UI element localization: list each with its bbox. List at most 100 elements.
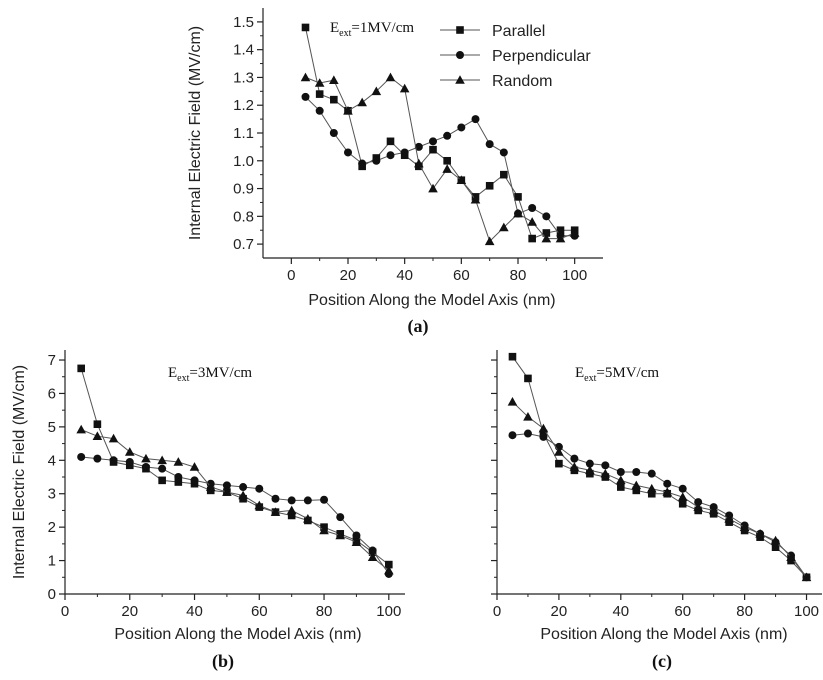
- data-point: [205, 482, 216, 491]
- x-tick-label: 40: [612, 603, 629, 620]
- annotation-sub: ext: [339, 28, 351, 39]
- data-point: [786, 552, 796, 562]
- data-point: [770, 535, 781, 545]
- legend-marker: [456, 26, 464, 34]
- data-point: [513, 208, 523, 218]
- y-tick-label: 5: [48, 419, 56, 436]
- data-point: [190, 476, 199, 485]
- data-point: [286, 505, 297, 515]
- data-point: [173, 457, 184, 466]
- data-point: [429, 145, 437, 154]
- data-point: [542, 212, 551, 221]
- y-tick-label: 0.9: [233, 181, 254, 198]
- y-tick-label: 6: [48, 385, 56, 402]
- legend: Parallel Perpendicular Random: [440, 23, 591, 90]
- data-point: [157, 455, 167, 465]
- annotation-sub: ext: [584, 373, 596, 384]
- data-point: [77, 452, 86, 461]
- annotation-main: E: [575, 365, 584, 381]
- data-point: [484, 236, 495, 246]
- data-point: [330, 95, 338, 104]
- data-point: [174, 473, 183, 482]
- data-point: [508, 431, 517, 440]
- data-point: [443, 131, 452, 140]
- data-point: [646, 483, 657, 493]
- series-line: [512, 401, 807, 578]
- data-point: [585, 465, 595, 475]
- data-point: [457, 123, 466, 132]
- y-tick-label: 3: [48, 486, 56, 503]
- data-point: [555, 459, 563, 468]
- data-point: [174, 478, 183, 486]
- data-point: [399, 83, 410, 93]
- data-point: [124, 447, 135, 456]
- data-point: [344, 148, 352, 157]
- data-point: [471, 115, 480, 124]
- y-tick-label: 4: [48, 452, 56, 469]
- data-point: [315, 106, 324, 115]
- data-point: [108, 433, 119, 443]
- data-point: [301, 92, 310, 101]
- data-point: [555, 233, 566, 243]
- data-point: [329, 75, 339, 85]
- data-point: [470, 194, 481, 204]
- data-point: [570, 454, 579, 463]
- series-line: [305, 27, 575, 240]
- data-point: [371, 86, 382, 96]
- data-point: [801, 572, 812, 582]
- data-point: [287, 511, 296, 520]
- annotation-main: E: [168, 365, 177, 381]
- chart-panel-c: 0 20 40 60 80 100 Position Along the Model Axi…: [491, 350, 822, 672]
- data-point: [239, 483, 248, 492]
- data-point: [386, 151, 395, 160]
- series-perpendicular: [301, 92, 579, 240]
- legend-marker: [455, 75, 465, 84]
- x-axis-label: Position Along the Model Axis (nm): [114, 626, 361, 643]
- data-point: [631, 480, 642, 490]
- data-point: [601, 461, 610, 470]
- x-tick-label: 60: [674, 603, 691, 620]
- legend-label: Random: [492, 73, 552, 90]
- data-point: [93, 420, 102, 429]
- data-point: [678, 499, 687, 508]
- x-tick-label: 100: [794, 603, 819, 620]
- data-point: [724, 513, 734, 523]
- chart-panel-b: 0 20 40 60 80 100 0 1 2 3 4 5 6 7 Position Along the M…: [11, 350, 405, 672]
- x-tick-label: 0: [493, 603, 501, 620]
- data-point: [771, 543, 780, 552]
- data-point: [357, 97, 367, 107]
- x-tick-label: 20: [551, 603, 568, 620]
- annotation-main: E: [330, 20, 339, 36]
- data-point: [92, 431, 103, 441]
- data-point: [524, 374, 532, 383]
- data-point: [739, 522, 750, 531]
- data-point: [616, 475, 626, 485]
- data-point: [499, 148, 508, 157]
- y-tick-label: 7: [48, 352, 56, 369]
- data-point: [617, 483, 625, 491]
- x-tick-label: 80: [736, 603, 753, 620]
- data-point: [632, 468, 641, 476]
- data-point: [708, 505, 719, 515]
- data-point: [271, 494, 280, 503]
- legend-label: Perpendicular: [492, 48, 591, 65]
- data-point: [542, 229, 551, 237]
- data-point: [329, 129, 338, 137]
- data-point: [442, 164, 452, 173]
- data-point: [358, 159, 367, 168]
- data-point: [443, 156, 451, 165]
- data-point: [755, 529, 765, 538]
- data-point: [255, 484, 264, 493]
- data-point: [429, 137, 437, 146]
- data-point: [647, 489, 656, 498]
- y-axis-label: Internal Electric Field (MV/cm): [11, 365, 28, 579]
- x-tick-label: 100: [562, 267, 587, 284]
- x-tick-label: 100: [376, 603, 401, 620]
- data-point: [527, 217, 537, 226]
- data-point: [678, 484, 687, 493]
- field-annotation: Eext=5MV/cm: [575, 365, 659, 384]
- data-point: [538, 423, 549, 433]
- data-point: [569, 228, 580, 237]
- data-point: [372, 156, 381, 165]
